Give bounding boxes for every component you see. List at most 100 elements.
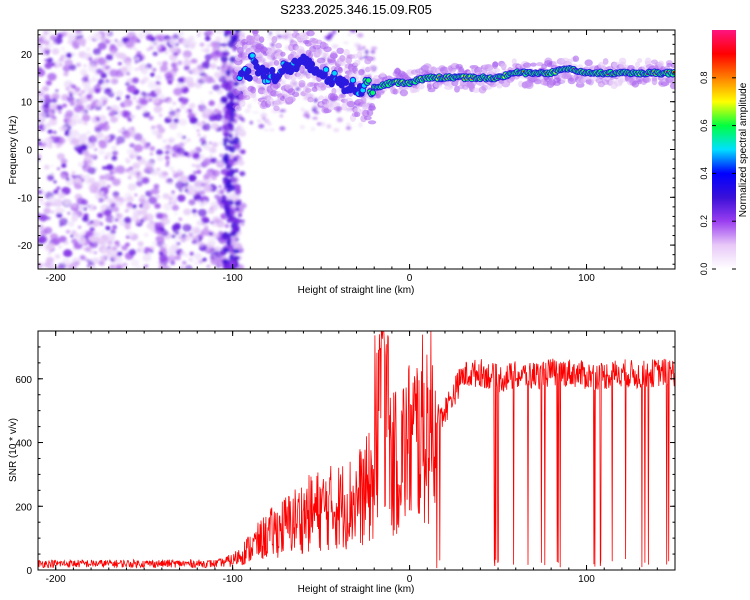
noise-blob: [167, 99, 172, 103]
noise-blob: [220, 42, 228, 47]
noise-blob: [62, 65, 71, 72]
noise-blob: [222, 50, 230, 57]
noise-blob: [189, 116, 198, 124]
noise-blob: [234, 200, 241, 207]
noise-blob: [77, 161, 84, 168]
signal-halo: [246, 35, 256, 41]
noise-blob: [116, 136, 126, 144]
noise-blob: [164, 50, 169, 55]
noise-blob: [153, 105, 163, 113]
noise-blob: [192, 188, 196, 192]
noise-blob: [110, 116, 118, 123]
noise-blob: [86, 264, 91, 268]
signal-core-green: [370, 90, 376, 95]
noise-blob: [47, 129, 53, 134]
noise-blob: [207, 248, 213, 253]
noise-blob: [111, 155, 118, 161]
noise-blob: [234, 218, 242, 225]
noise-blob: [100, 191, 105, 195]
colorbar-label: Normalized spectral amplitude: [738, 82, 749, 217]
noise-blob: [153, 183, 160, 189]
spectrogram-noise: [38, 30, 378, 269]
signal-halo: [399, 89, 409, 97]
noise-blob: [72, 113, 80, 120]
noise-blob: [120, 66, 128, 73]
noise-blob: [142, 254, 152, 262]
signal-halo: [417, 83, 425, 90]
noise-blob: [210, 204, 219, 211]
signal-halo: [312, 44, 322, 50]
noise-blob: [182, 223, 192, 232]
noise-blob: [44, 46, 50, 51]
noise-blob: [69, 83, 75, 89]
noise-blob: [173, 238, 178, 243]
noise-blob: [218, 141, 224, 145]
noise-blob: [223, 30, 231, 35]
noise-blob: [224, 223, 230, 228]
noise-blob: [105, 60, 109, 64]
noise-blob: [192, 170, 198, 175]
noise-blob: [38, 214, 48, 222]
noise-blob: [83, 85, 92, 92]
noise-blob: [225, 163, 232, 170]
noise-blob: [313, 97, 319, 103]
noise-blob: [59, 63, 63, 67]
noise-blob: [220, 56, 229, 62]
noise-blob: [210, 256, 215, 260]
noise-blob: [203, 144, 211, 151]
noise-blob: [65, 110, 74, 118]
noise-blob: [69, 101, 75, 106]
signal-halo: [530, 62, 537, 67]
noise-blob: [257, 119, 262, 123]
noise-blob: [109, 77, 119, 85]
noise-blob: [229, 146, 236, 153]
noise-blob: [312, 117, 318, 120]
noise-blob: [92, 143, 96, 147]
noise-blob: [346, 122, 351, 126]
colorbar-gradient: [712, 30, 736, 269]
noise-blob: [65, 52, 73, 58]
noise-blob: [149, 152, 154, 156]
noise-blob: [96, 117, 100, 121]
noise-blob: [209, 147, 217, 154]
noise-blob: [125, 242, 130, 247]
noise-blob: [234, 206, 241, 212]
noise-blob: [47, 110, 54, 116]
noise-blob: [67, 118, 78, 127]
snr-y-label: SNR (10 * v/v): [8, 418, 19, 482]
signal-core-blue: [342, 78, 350, 86]
noise-blob: [83, 64, 87, 67]
signal-halo: [360, 97, 367, 104]
noise-blob: [77, 37, 87, 46]
x-tick-label: -200: [46, 273, 66, 284]
noise-blob: [183, 59, 192, 67]
noise-blob: [68, 263, 77, 269]
signal-core-green: [323, 67, 329, 72]
noise-blob: [131, 77, 140, 84]
noise-blob: [195, 186, 202, 192]
signal-halo: [296, 71, 304, 80]
noise-blob: [252, 111, 260, 114]
noise-blob: [109, 265, 115, 269]
noise-blob: [49, 34, 57, 41]
signal-halo: [458, 66, 465, 73]
noise-blob: [132, 162, 141, 170]
noise-blob: [53, 189, 59, 195]
noise-blob: [38, 224, 44, 230]
signal-core-blue: [269, 66, 276, 74]
noise-blob: [154, 39, 160, 44]
noise-blob: [175, 231, 180, 235]
noise-blob: [64, 59, 73, 67]
noise-blob: [84, 174, 91, 180]
noise-blob: [225, 178, 231, 184]
noise-blob: [57, 245, 63, 249]
signal-halo: [255, 52, 264, 57]
noise-blob: [82, 149, 89, 156]
noise-blob: [104, 155, 109, 160]
noise-blob: [90, 96, 97, 102]
noise-blob: [99, 255, 106, 261]
noise-blob: [197, 133, 201, 137]
noise-blob: [92, 32, 102, 41]
noise-blob: [211, 141, 219, 148]
noise-blob: [232, 156, 239, 163]
